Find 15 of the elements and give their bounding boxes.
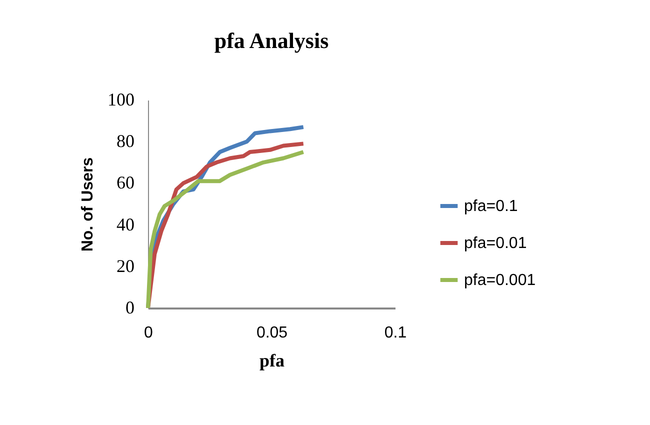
y-tick-label: 40 (116, 214, 134, 234)
x-tick-label: 0.1 (384, 324, 407, 342)
x-tick-label: 0 (144, 324, 154, 342)
y-tick-label: 0 (126, 298, 134, 318)
y-axis-title: No. of Users (80, 157, 96, 252)
legend-label: pfa=0.001 (464, 272, 536, 289)
y-tick-label: 20 (116, 256, 134, 276)
y-tick-label: 100 (108, 90, 134, 110)
x-axis-title: pfa (259, 350, 285, 370)
y-tick-label: 80 (116, 131, 134, 152)
legend-label: pfa=0.01 (464, 235, 527, 252)
chart-title: pfa Analysis (214, 28, 330, 53)
y-tick-label: 60 (116, 172, 134, 193)
legend-label: pfa=0.1 (464, 198, 518, 215)
x-tick-label: 0.05 (256, 324, 288, 342)
